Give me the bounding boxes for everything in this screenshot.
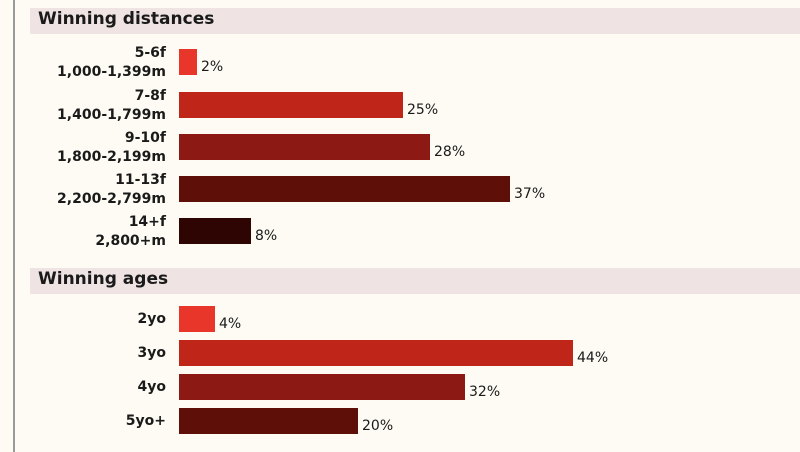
category-label-line: 9-10f <box>124 130 166 146</box>
category-label: 7-8f 1,400-1,799m <box>57 87 166 125</box>
data-label: 4% <box>219 316 242 332</box>
category-label: 14+f 2,800+m <box>95 213 166 251</box>
chart-title: Winning distances <box>38 9 215 29</box>
category-label-line: 2,200-2,799m <box>57 191 166 207</box>
data-label: 20% <box>362 418 394 434</box>
bar <box>179 92 403 118</box>
category-label: 4yo <box>138 378 167 397</box>
category-label-line: 1,800-2,199m <box>57 149 166 165</box>
category-label-line: 2,800+m <box>95 233 166 249</box>
data-label: 8% <box>255 228 278 244</box>
data-label: 28% <box>434 144 466 160</box>
data-label: 37% <box>514 186 546 202</box>
section-header-ages: Winning ages <box>30 268 800 294</box>
category-label-line: 2yo <box>137 310 167 327</box>
category-label-line: 7-8f <box>134 88 166 104</box>
bar <box>179 306 215 332</box>
data-label: 32% <box>469 384 501 400</box>
bar <box>179 408 358 434</box>
category-label-line: 4yo <box>137 378 167 395</box>
bar <box>179 176 510 202</box>
bar <box>179 49 197 75</box>
bar <box>179 218 251 244</box>
section-header-distances: Winning distances <box>30 8 800 34</box>
category-label: 5-6f 1,000-1,399m <box>57 44 166 82</box>
bar <box>179 134 430 160</box>
category-label: 11-13f 2,200-2,799m <box>57 171 166 209</box>
data-label: 2% <box>201 59 224 75</box>
chart-title: Winning ages <box>38 269 169 289</box>
category-label: 9-10f 1,800-2,199m <box>57 129 166 167</box>
bar <box>179 374 465 400</box>
category-label-line: 3yo <box>137 344 167 361</box>
category-label-line: 1,400-1,799m <box>57 107 166 123</box>
category-label-line: 5yo+ <box>125 412 166 429</box>
category-label: 3yo <box>138 344 167 363</box>
category-label-line: 5-6f <box>134 45 166 61</box>
bar <box>179 340 573 366</box>
category-label-line: 14+f <box>128 214 166 230</box>
left-border <box>13 0 15 452</box>
data-label: 25% <box>407 102 439 118</box>
data-label: 44% <box>577 350 609 366</box>
category-label-line: 11-13f <box>115 172 166 188</box>
category-label: 2yo <box>138 310 167 329</box>
category-label: 5yo+ <box>126 412 166 431</box>
category-label-line: 1,000-1,399m <box>57 64 166 80</box>
